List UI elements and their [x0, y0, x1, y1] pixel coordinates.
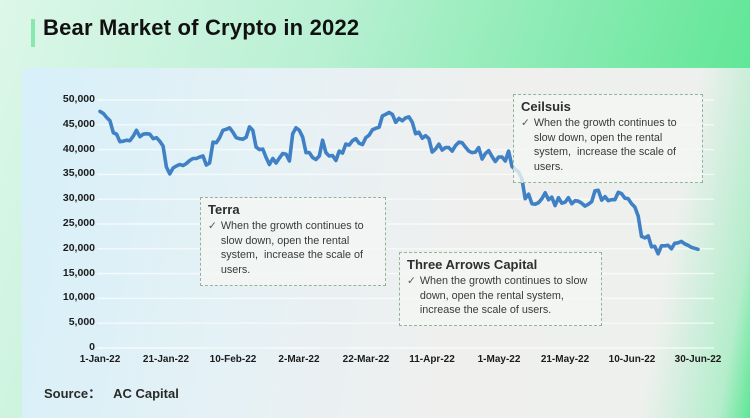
- annotation-three-arrows-capital: Three Arrows Capital ✓ When the growth c…: [399, 252, 602, 326]
- y-axis-tick-label: 0: [89, 341, 95, 353]
- annotation-text: When the growth continues to slow down, …: [533, 117, 680, 173]
- slide-title: Bear Market of Crypto in 2022: [43, 15, 360, 40]
- source-value: AC Capital: [113, 386, 179, 401]
- x-axis-tick-label: 1-Jan-22: [79, 354, 121, 365]
- y-axis-tick-label: 45,000: [62, 118, 95, 130]
- y-axis-tick-label: 50,000: [62, 93, 95, 105]
- x-axis-tick-label: 30-Jun-22: [674, 354, 722, 365]
- x-axis-tick-label: 21-Jan-22: [142, 354, 190, 365]
- x-axis-tick-label: 11-Apr-22: [409, 354, 455, 365]
- annotation-bullet: ✓ When the growth continues to slow down…: [208, 219, 377, 277]
- x-axis-tick-label: 10-Feb-22: [209, 354, 257, 365]
- check-icon: ✓: [208, 220, 217, 233]
- check-icon: ✓: [521, 117, 530, 130]
- y-axis-tick-label: 5,000: [68, 316, 95, 328]
- y-axis-tick-label: 25,000: [62, 217, 95, 229]
- annotation-ceilsuis: Ceilsuis ✓ When the growth continues to …: [513, 94, 703, 183]
- title-accent-bar: [31, 19, 35, 47]
- check-icon: ✓: [407, 275, 416, 288]
- y-axis-tick-label: 20,000: [62, 242, 95, 254]
- x-axis-tick-label: 1-May-22: [477, 354, 521, 365]
- annotation-text: When the growth continues to slow down, …: [419, 275, 591, 317]
- annotation-title: Ceilsuis: [521, 99, 571, 114]
- title-bar: Bear Market of Crypto in 2022: [0, 0, 750, 68]
- y-axis-tick-label: 35,000: [62, 167, 95, 179]
- x-axis-tick-label: 2-Mar-22: [278, 354, 320, 365]
- annotation-text: When the growth continues to slow down, …: [220, 220, 367, 276]
- y-axis-tick-label: 30,000: [62, 192, 95, 204]
- annotation-bullet: ✓ When the growth continues to slow down…: [407, 274, 593, 318]
- y-axis-tick-label: 40,000: [62, 143, 95, 155]
- x-axis-tick-label: 10-Jun-22: [608, 354, 656, 365]
- source-note: Source： AC Capital: [44, 383, 179, 402]
- source-label: Source：: [44, 386, 102, 401]
- x-axis-tick-label: 21-May-22: [540, 354, 590, 365]
- y-axis-tick-label: 10,000: [62, 291, 95, 303]
- annotation-title: Terra: [208, 202, 240, 217]
- y-axis-tick-label: 15,000: [62, 267, 95, 279]
- annotation-title: Three Arrows Capital: [407, 257, 538, 272]
- x-axis-tick-label: 22-Mar-22: [342, 354, 390, 365]
- annotation-bullet: ✓ When the growth continues to slow down…: [521, 116, 694, 174]
- annotation-terra: Terra ✓ When the growth continues to slo…: [200, 197, 386, 286]
